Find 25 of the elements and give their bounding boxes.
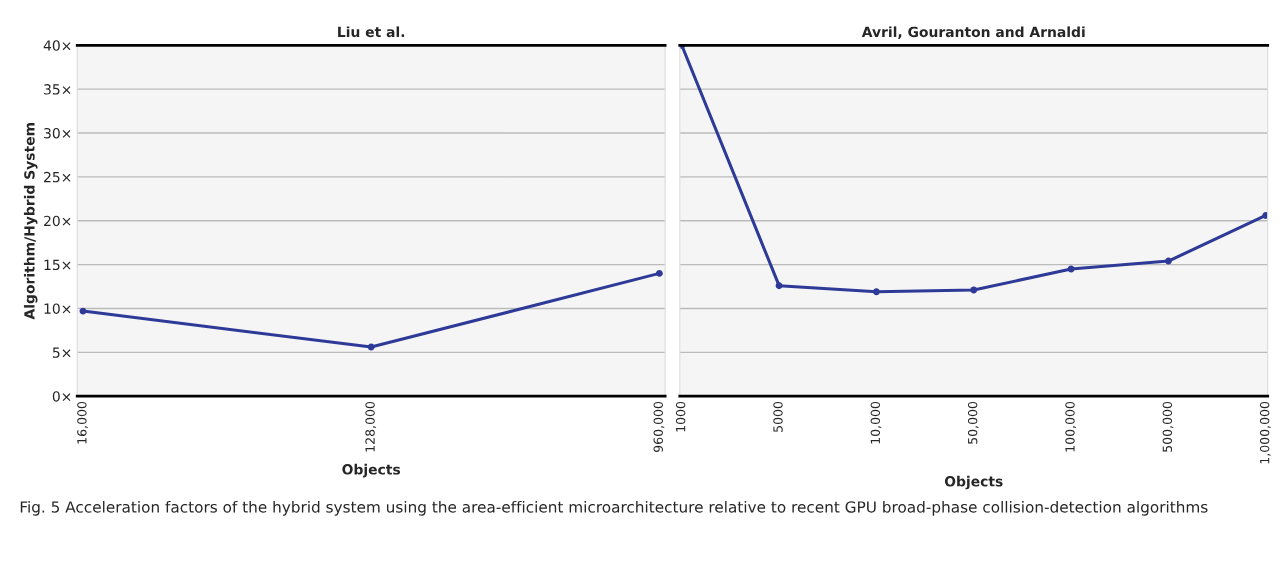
x-tick-label: 50,000 (967, 401, 979, 444)
x-axis-title: Objects (944, 475, 1003, 490)
chart-title: Avril, Gouranton and Arnaldi (861, 26, 1085, 39)
y-tick-label: 30× (44, 127, 71, 139)
y-tick-label: 35× (44, 84, 71, 95)
caption: Fig. 5 Acceleration factors of the hybrid system using the area-efficient microarchitecture relative to recent GPU broad-phase collision-detection algorithms (20, 500, 1208, 516)
x-tick-label: 100,000 (1065, 401, 1076, 452)
y-tick-label: 25× (44, 171, 71, 183)
y-tick-label: 5× (52, 347, 71, 358)
x-tick-label: 1,000,000 (1259, 401, 1271, 464)
y-tick-label: 0× (52, 391, 71, 402)
y-tick-label: 10× (44, 303, 71, 314)
y-tick-label: 40× (43, 40, 71, 51)
x-tick-label: 1000 (675, 401, 686, 432)
x-axis-title: Objects (342, 463, 401, 478)
x-tick-label: 128,000 (365, 401, 377, 452)
x-tick-label: 960,000 (653, 401, 665, 452)
x-tick-label: 5000 (773, 401, 783, 432)
x-tick-label: 16,000 (77, 401, 88, 444)
y-tick-label: 20× (44, 215, 71, 227)
y-tick-label: 15× (44, 259, 71, 271)
chart-title: Liu et al. (338, 26, 405, 38)
x-tick-label: 500,000 (1162, 401, 1174, 452)
y-axis-title: Algorithm/Hybrid System (23, 123, 38, 320)
x-tick-label: 10,000 (870, 401, 882, 444)
